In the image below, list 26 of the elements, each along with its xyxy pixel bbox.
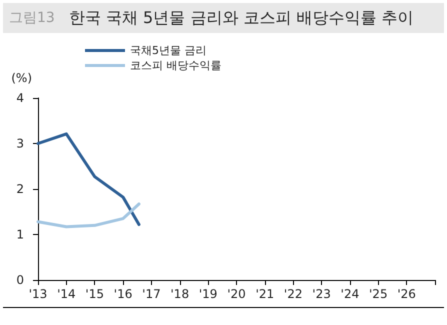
x-tick-label: '22 — [284, 287, 303, 301]
line-series — [36, 132, 140, 226]
caption: 그림13 — [9, 9, 55, 27]
y-tick-label: 2 — [16, 182, 24, 196]
x-tick-label: '17 — [142, 287, 161, 301]
x-tick-label: '13 — [28, 287, 48, 301]
y-tick-label: 1 — [16, 228, 24, 242]
y-tick-label: 0 — [16, 273, 24, 287]
chart-title: 한국 국채 5년물 금리와 코스피 배당수익률 추이 — [68, 8, 414, 28]
x-tick-label: '19 — [198, 287, 218, 301]
y-tick-label: 4 — [16, 91, 24, 105]
line-series — [36, 202, 140, 228]
x-tick-label: '25 — [368, 287, 388, 301]
legend-label: 코스피 배당수익률 — [130, 59, 222, 72]
x-tick-label: '21 — [256, 287, 274, 301]
x-tick-label: '24 — [340, 287, 360, 301]
y-axis-title: (%) — [11, 71, 32, 85]
x-tick-label: '20 — [227, 287, 246, 301]
x-tick-label: '23 — [312, 287, 331, 301]
legend-label: 국채5년물 금리 — [130, 44, 206, 57]
x-tick-label: '18 — [170, 287, 190, 301]
x-tick-label: '15 — [85, 287, 104, 301]
x-tick-label: '16 — [114, 287, 132, 301]
y-tick-label: 3 — [16, 136, 24, 150]
x-tick-label: '14 — [57, 287, 76, 301]
x-tick-label: '26 — [397, 287, 416, 301]
